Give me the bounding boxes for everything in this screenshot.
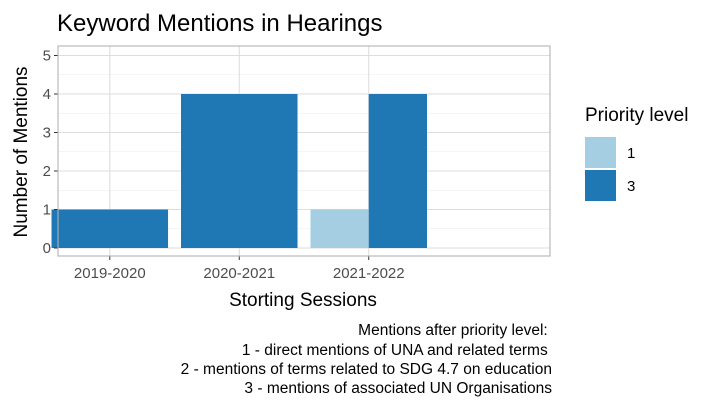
y-axis-ticks: 0 1 2 3 4 5 (43, 48, 58, 257)
bar-2021-2022-priority-1 (310, 209, 369, 248)
legend-title: Priority level (585, 105, 688, 126)
y-tick-label: 5 (43, 48, 51, 65)
caption-line-4: 3 - mentions of associated UN Organisati… (244, 380, 552, 397)
caption-line-3: 2 - mentions of terms related to SDG 4.7… (181, 361, 552, 378)
x-tick-label: 2019-2020 (74, 265, 146, 282)
legend-label-3: 3 (627, 178, 635, 195)
legend-swatch-3 (585, 170, 616, 201)
x-axis-title: Storting Sessions (229, 290, 377, 311)
bar-2021-2022-priority-3 (368, 94, 427, 248)
x-axis-ticks: 2019-2020 2020-2021 2021-2022 (74, 256, 405, 282)
caption-line-2: 1 - direct mentions of UNA and related t… (242, 342, 552, 359)
chart-title: Keyword Mentions in Hearings (57, 10, 383, 37)
y-tick-label: 0 (43, 240, 51, 257)
panel-border (57, 45, 551, 257)
y-axis-title: Number of Mentions (11, 66, 32, 237)
legend-label-1: 1 (627, 145, 635, 162)
y-tick-label: 4 (43, 86, 51, 103)
y-tick-label: 2 (43, 163, 51, 180)
y-tick-label: 3 (43, 125, 51, 142)
caption-line-1: Mentions after priority level: (358, 322, 552, 339)
bar-2020-2021-priority-3 (181, 94, 298, 248)
bar-2019-2020-priority-3 (51, 209, 169, 248)
bars (51, 94, 427, 248)
caption: Mentions after priority level: 1 - direc… (181, 322, 553, 397)
x-tick-label: 2020-2021 (203, 265, 275, 282)
legend-swatch-1 (585, 137, 616, 168)
y-tick-label: 1 (43, 202, 51, 219)
legend: Priority level 1 3 (585, 105, 688, 201)
x-tick-label: 2021-2022 (333, 265, 405, 282)
